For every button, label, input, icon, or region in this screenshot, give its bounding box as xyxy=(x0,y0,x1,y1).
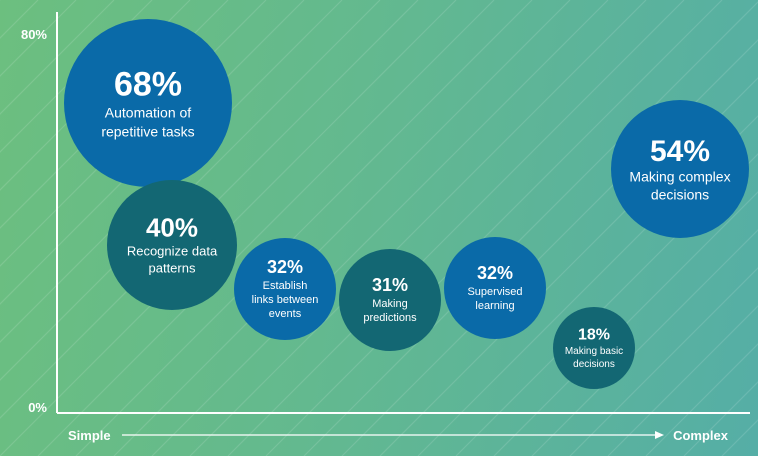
bubble-circle xyxy=(611,100,749,238)
bubble-category-label: repetitive tasks xyxy=(101,123,194,139)
background-stripe xyxy=(227,0,685,456)
bubble: 18% Making basic decisions xyxy=(553,307,635,389)
bubble-category-label: decisions xyxy=(573,359,615,370)
background-stripe xyxy=(569,267,758,456)
bubble: 32% Establish links between events xyxy=(234,238,336,340)
bubble-value-label: 54% xyxy=(650,135,710,168)
background-stripe xyxy=(189,0,647,456)
bubble-circle xyxy=(234,238,336,340)
bubble-category-label: Establish xyxy=(263,280,308,292)
background-stripe xyxy=(265,0,723,456)
bubble-circle xyxy=(444,237,546,339)
bubble-category-label: events xyxy=(269,308,302,320)
background-stripe xyxy=(151,0,609,456)
background-stripe xyxy=(0,0,39,39)
bubble-value-label: 32% xyxy=(267,257,303,277)
background-stripe xyxy=(37,0,495,456)
background-stripe xyxy=(303,1,758,456)
bubble-category-label: predictions xyxy=(363,312,417,324)
bubble-circle xyxy=(64,19,232,187)
background-stripe xyxy=(0,0,305,305)
background-stripe xyxy=(341,39,758,456)
background-stripe xyxy=(113,0,571,456)
bubble-category-label: Recognize data xyxy=(127,244,218,259)
bubble-category-label: Making basic xyxy=(565,346,623,357)
bubble-value-label: 68% xyxy=(114,66,182,104)
bubble-circle xyxy=(107,180,237,310)
bubble-category-label: patterns xyxy=(149,261,196,276)
bubbles-group: 68%Automation of repetitive tasks 40% Recog… xyxy=(64,19,749,389)
bubble-value-label: 31% xyxy=(372,275,408,295)
background-stripe xyxy=(379,77,758,456)
background-stripe xyxy=(493,191,758,456)
background-stripe xyxy=(607,305,758,456)
bubble: 54%Making complex decisions xyxy=(611,100,749,238)
bubble: 32% Supervised learning xyxy=(444,237,546,339)
background-stripe xyxy=(75,0,533,456)
bubble-circle xyxy=(553,307,635,389)
bubble-category-label: decisions xyxy=(651,187,709,203)
bubble-category-label: learning xyxy=(475,300,514,312)
bubble-circle xyxy=(339,249,441,351)
y-tick-label-min: 0% xyxy=(28,400,47,415)
bubble-value-label: 32% xyxy=(477,263,513,283)
y-tick-label-max: 80% xyxy=(21,27,47,42)
bubble-category-label: Automation of xyxy=(105,104,191,120)
bubble-category-label: links between xyxy=(252,294,319,306)
bubble: 31% Making predictions xyxy=(339,249,441,351)
bubble-category-label: Making xyxy=(372,298,407,310)
background-stripe xyxy=(645,343,758,456)
bubble: 68%Automation of repetitive tasks xyxy=(64,19,232,187)
background-stripe xyxy=(0,0,115,115)
bubble-value-label: 40% xyxy=(146,212,198,242)
bubble-category-label: Supervised xyxy=(467,286,522,298)
bubble-value-label: 18% xyxy=(578,326,610,343)
x-direction-arrowhead xyxy=(655,431,664,439)
bubble-category-label: Making complex xyxy=(629,169,730,185)
x-axis-end-label: Complex xyxy=(673,428,729,443)
x-axis-start-label: Simple xyxy=(68,428,111,443)
bubble: 40% Recognize data patterns xyxy=(107,180,237,310)
